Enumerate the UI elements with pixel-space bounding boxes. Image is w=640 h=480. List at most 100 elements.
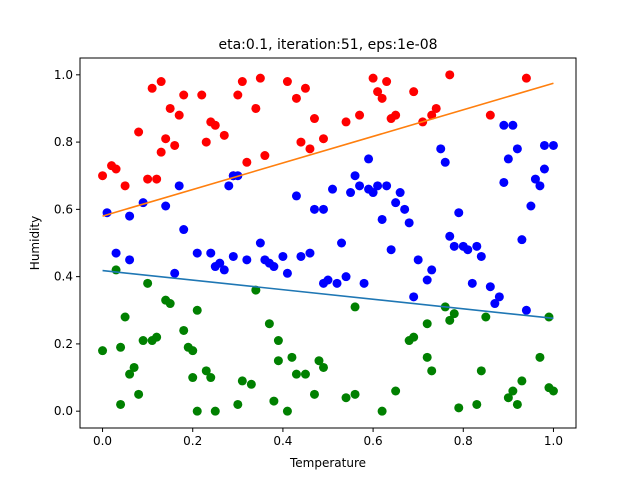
data-point bbox=[535, 181, 545, 191]
data-point bbox=[499, 177, 509, 187]
data-point bbox=[517, 235, 527, 245]
x-tick-label: 0.0 bbox=[93, 434, 112, 448]
data-point bbox=[521, 73, 531, 83]
data-point bbox=[503, 154, 513, 164]
data-point bbox=[355, 110, 365, 120]
data-point bbox=[125, 211, 135, 221]
data-point bbox=[152, 332, 162, 342]
x-tick-label: 0.2 bbox=[183, 434, 202, 448]
data-point bbox=[291, 369, 301, 379]
data-point bbox=[341, 272, 351, 282]
data-point bbox=[409, 292, 419, 302]
data-point bbox=[161, 134, 171, 144]
data-point bbox=[440, 157, 450, 167]
data-point bbox=[246, 379, 256, 389]
data-point bbox=[179, 225, 189, 235]
data-point bbox=[233, 90, 243, 100]
data-point bbox=[377, 214, 387, 224]
data-point bbox=[454, 403, 464, 413]
y-tick-label: 0.8 bbox=[54, 135, 73, 149]
data-point bbox=[391, 386, 401, 396]
data-point bbox=[206, 373, 216, 383]
data-point bbox=[156, 77, 166, 87]
data-point bbox=[382, 77, 392, 87]
data-point bbox=[201, 137, 211, 147]
data-point bbox=[485, 282, 495, 292]
data-point bbox=[449, 309, 459, 319]
data-point bbox=[170, 140, 180, 150]
data-point bbox=[125, 369, 135, 379]
data-point bbox=[512, 144, 522, 154]
data-point bbox=[341, 117, 351, 127]
x-axis-ticks: 0.0 0.2 0.4 0.6 0.8 1.0 bbox=[93, 428, 563, 448]
data-point bbox=[174, 181, 184, 191]
data-point bbox=[305, 144, 315, 154]
regression-line bbox=[102, 269, 554, 320]
data-point bbox=[255, 73, 265, 83]
data-point bbox=[472, 241, 482, 251]
data-point bbox=[485, 110, 495, 120]
data-point bbox=[309, 114, 319, 124]
data-point bbox=[409, 332, 419, 342]
y-axis-ticks: 0.0 0.2 0.4 0.6 0.8 1.0 bbox=[54, 68, 80, 418]
data-point bbox=[422, 352, 432, 362]
data-point bbox=[210, 406, 220, 416]
data-point bbox=[332, 278, 342, 288]
data-point bbox=[530, 174, 540, 184]
data-point bbox=[422, 275, 432, 285]
data-point bbox=[350, 389, 360, 399]
data-point bbox=[318, 134, 328, 144]
data-point bbox=[364, 154, 374, 164]
chart-title: eta:0.1, iteration:51, eps:1e-08 bbox=[218, 37, 437, 53]
data-point bbox=[188, 373, 198, 383]
data-point bbox=[116, 342, 126, 352]
data-point bbox=[120, 181, 130, 191]
data-point bbox=[282, 268, 292, 278]
data-point bbox=[156, 147, 166, 157]
data-point bbox=[260, 151, 270, 161]
data-point bbox=[404, 218, 414, 228]
data-point bbox=[129, 362, 139, 372]
data-point bbox=[413, 255, 423, 265]
data-point bbox=[400, 204, 410, 214]
data-point bbox=[427, 366, 437, 376]
data-point bbox=[242, 255, 252, 265]
data-point bbox=[445, 231, 455, 241]
data-point bbox=[521, 305, 531, 315]
data-point bbox=[165, 299, 175, 309]
data-point bbox=[296, 137, 306, 147]
x-tick-label: 0.8 bbox=[454, 434, 473, 448]
data-point bbox=[237, 77, 247, 87]
data-point bbox=[251, 103, 261, 113]
data-point bbox=[472, 399, 482, 409]
data-point bbox=[508, 386, 518, 396]
data-point bbox=[368, 73, 378, 83]
data-point bbox=[197, 90, 207, 100]
data-point bbox=[309, 204, 319, 214]
y-tick-label: 1.0 bbox=[54, 68, 73, 82]
data-point bbox=[535, 352, 545, 362]
data-point bbox=[111, 248, 121, 258]
data-point bbox=[255, 238, 265, 248]
data-point bbox=[210, 120, 220, 130]
y-tick-label: 0.6 bbox=[54, 202, 73, 216]
data-point bbox=[273, 356, 283, 366]
data-point bbox=[300, 83, 310, 93]
x-axis-label: Temperature bbox=[289, 456, 366, 470]
data-point bbox=[328, 184, 338, 194]
data-point bbox=[152, 174, 162, 184]
data-point bbox=[386, 245, 396, 255]
data-point bbox=[278, 251, 288, 261]
data-point bbox=[98, 171, 108, 181]
data-point bbox=[323, 275, 333, 285]
data-point bbox=[161, 201, 171, 211]
data-point bbox=[337, 238, 347, 248]
data-point bbox=[188, 346, 198, 356]
data-point bbox=[300, 369, 310, 379]
data-point bbox=[391, 110, 401, 120]
data-point bbox=[431, 103, 441, 113]
x-tick-label: 1.0 bbox=[544, 434, 563, 448]
data-point bbox=[219, 130, 229, 140]
data-point bbox=[120, 312, 130, 322]
